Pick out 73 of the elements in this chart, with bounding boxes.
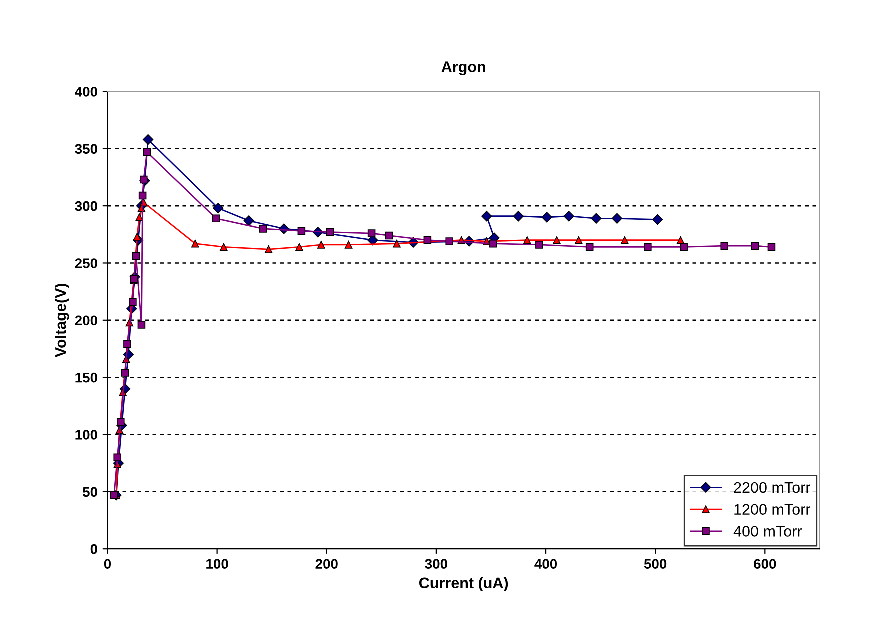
point [318, 241, 326, 249]
y-tick-label: 150 [76, 372, 98, 383]
x-tick-label: 300 [425, 559, 448, 570]
point [644, 243, 652, 252]
point [192, 240, 200, 248]
x-tick-label: 500 [644, 559, 667, 570]
point [385, 232, 394, 240]
point [244, 216, 254, 226]
y-tick-label: 200 [75, 316, 98, 326]
y-tick-label: 400 [75, 87, 98, 97]
y-tick-label: 300 [75, 201, 98, 212]
point [124, 340, 132, 348]
point [142, 134, 154, 146]
point [490, 240, 498, 248]
point [591, 213, 602, 224]
chart-title: Argon [442, 62, 486, 76]
point [393, 240, 401, 248]
point [121, 369, 130, 377]
point [259, 225, 268, 233]
point [574, 236, 583, 244]
point [751, 242, 760, 250]
point [264, 246, 273, 254]
x-tick-label: 600 [754, 559, 776, 570]
point [564, 211, 574, 222]
point [110, 491, 118, 500]
point [612, 213, 623, 224]
point [296, 243, 304, 252]
point [768, 243, 776, 252]
point [220, 243, 228, 252]
y-tick-label: 350 [75, 144, 98, 154]
point [482, 211, 492, 222]
point [138, 192, 147, 200]
point [344, 241, 353, 249]
x-tick-label: 400 [534, 559, 558, 570]
y-tick-label: 0 [90, 544, 98, 554]
point [652, 214, 664, 226]
point [212, 214, 220, 223]
point [720, 242, 729, 250]
point [680, 243, 688, 252]
x-axis-title: Current (uA) [419, 577, 508, 592]
y-tick-label: 50 [83, 487, 98, 498]
point [586, 243, 594, 252]
point [621, 236, 629, 244]
point [676, 236, 685, 244]
point [298, 227, 306, 236]
point [143, 148, 152, 156]
point [140, 176, 148, 184]
point [133, 233, 142, 241]
point [326, 228, 334, 236]
x-tick-label: 100 [206, 559, 228, 570]
point [114, 454, 122, 462]
point [524, 236, 532, 244]
point [424, 236, 432, 244]
point [138, 321, 146, 329]
x-tick-label: 200 [316, 559, 338, 570]
point [213, 203, 224, 214]
point [553, 236, 561, 244]
point [117, 418, 125, 426]
y-tick-label: 100 [76, 430, 98, 440]
point [129, 298, 137, 306]
legend-label: 2200 mTorr [734, 482, 811, 494]
point [542, 212, 552, 223]
point [368, 230, 376, 238]
point [513, 211, 524, 222]
point [536, 241, 544, 249]
legend-label: 400 mTorr [734, 526, 802, 537]
y-tick-label: 250 [75, 258, 98, 268]
point [132, 252, 140, 260]
y-axis-title: Voltage(V) [54, 284, 70, 358]
point [446, 238, 454, 246]
point [136, 214, 144, 222]
legend-label: 1200 mTorr [734, 504, 811, 516]
x-tick-label: 0 [104, 559, 112, 570]
